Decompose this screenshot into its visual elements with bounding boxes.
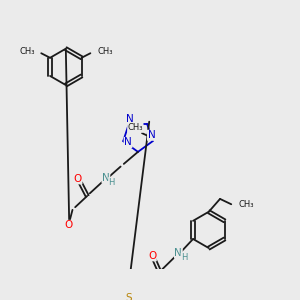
Text: N: N — [175, 248, 182, 258]
Text: H: H — [109, 178, 115, 187]
Text: N: N — [124, 137, 132, 148]
Text: N: N — [148, 130, 155, 140]
Text: CH₃: CH₃ — [19, 47, 34, 56]
Text: N: N — [102, 173, 110, 183]
Text: O: O — [74, 174, 82, 184]
Text: CH₃: CH₃ — [128, 123, 143, 132]
Text: O: O — [64, 220, 73, 230]
Text: O: O — [148, 251, 156, 261]
Text: CH₃: CH₃ — [239, 200, 254, 209]
Text: CH₃: CH₃ — [97, 47, 112, 56]
Text: S: S — [125, 292, 132, 300]
Text: N: N — [126, 114, 134, 124]
Text: H: H — [181, 253, 188, 262]
